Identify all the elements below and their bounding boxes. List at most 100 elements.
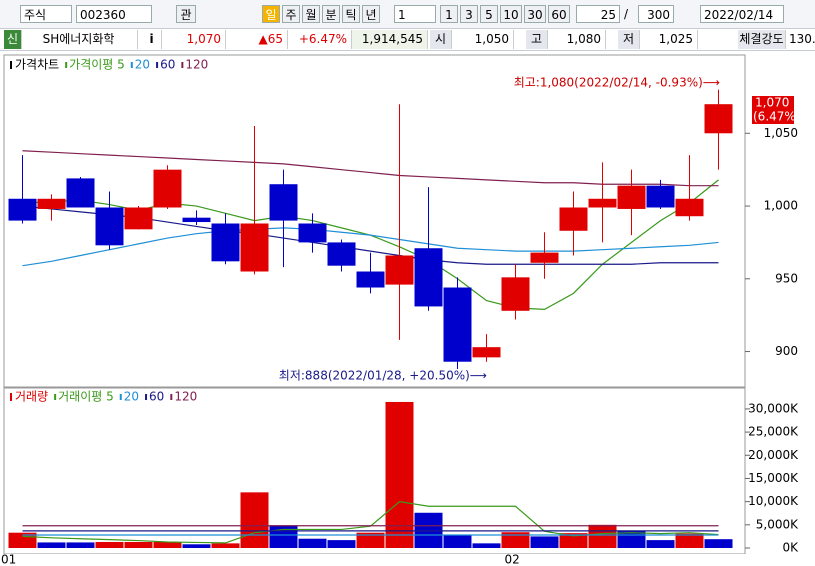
legend-entry: 20	[135, 58, 150, 72]
legend-marker	[119, 394, 122, 400]
legend-entry: 60	[160, 58, 175, 72]
legend-marker	[181, 62, 184, 68]
price-box-label: (6.47%)	[753, 110, 800, 124]
period-button[interactable]: 분	[322, 5, 340, 23]
label: 고	[526, 30, 548, 49]
code-input[interactable]: 002360	[76, 5, 152, 23]
legend-marker	[145, 394, 148, 400]
quick-button[interactable]: 5	[480, 5, 498, 23]
volume-bar	[37, 542, 66, 548]
x-axis	[0, 554, 815, 566]
y-tick-label: 10,000K	[748, 494, 799, 508]
volume-bar	[211, 543, 240, 548]
tag: 신	[4, 30, 22, 49]
candle-body	[124, 207, 153, 230]
candle-body	[704, 104, 733, 134]
date-input[interactable]: 2022/02/14	[700, 5, 784, 23]
price: 1,070	[168, 30, 226, 49]
candle-body	[675, 198, 704, 217]
y-tick-label: 30,000K	[748, 401, 799, 415]
volume-panel	[3, 387, 746, 555]
candle-body	[327, 242, 356, 266]
period-button[interactable]: 틱	[342, 5, 360, 23]
volume-bar	[443, 535, 472, 548]
quick-button[interactable]: 30	[524, 5, 546, 23]
legend-marker	[156, 62, 159, 68]
watch-button[interactable]: 관	[176, 5, 196, 23]
y-tick-label: 15,000K	[748, 471, 799, 485]
candle-body	[501, 277, 530, 311]
candle-body	[385, 255, 414, 285]
volume-bar	[472, 543, 501, 548]
quick-button[interactable]: 1	[440, 5, 458, 23]
candle-body	[269, 184, 298, 221]
change: ▲65	[226, 30, 288, 49]
quick-button[interactable]: 3	[460, 5, 478, 23]
y-tick-label: 1,000	[764, 199, 798, 213]
candle-body	[443, 287, 472, 362]
candle-body	[8, 198, 37, 221]
candle-body	[472, 347, 501, 358]
count-input[interactable]: 25	[576, 5, 620, 23]
ma-line	[22, 227, 719, 267]
legend-entry: 120	[174, 390, 197, 404]
volume-bar	[704, 539, 733, 548]
info-button[interactable]: i	[146, 30, 162, 49]
volume-bar	[124, 541, 153, 548]
open: 1,050	[452, 30, 514, 49]
y-tick-label: 0K	[782, 541, 799, 555]
y-tick-label: 1,050	[764, 126, 798, 140]
candle-body	[559, 207, 588, 231]
volume-bar	[675, 533, 704, 548]
candle-body	[211, 223, 240, 262]
candle-body	[240, 223, 269, 272]
volume-bar	[617, 531, 646, 548]
volume-bar	[588, 524, 617, 548]
volume-bar	[298, 538, 327, 548]
price-box	[752, 96, 794, 124]
label: 체결강도	[738, 30, 786, 49]
volume-bar	[95, 541, 124, 548]
legend-marker	[65, 62, 68, 68]
volume-bar	[559, 533, 588, 548]
candle-body	[37, 198, 66, 209]
unit-select[interactable]: 1	[394, 5, 436, 23]
volume: 1,914,545	[352, 30, 428, 49]
candle-body	[617, 185, 646, 209]
separator: /	[624, 7, 629, 21]
y-tick-label: 5,000K	[756, 517, 799, 531]
legend-marker	[170, 394, 173, 400]
y-tick-label: 950	[775, 271, 798, 285]
candle-body	[356, 271, 385, 288]
strength: 130.8	[789, 32, 815, 46]
legend-entry: 거래이평 5	[58, 390, 114, 404]
legend-marker	[10, 61, 12, 69]
volume-bar	[501, 532, 530, 548]
period-button[interactable]: 주	[282, 5, 300, 23]
volume-bar	[66, 542, 95, 548]
period-button[interactable]: 일	[262, 5, 280, 23]
legend-entry: 120	[185, 58, 208, 72]
y-tick-label: 25,000K	[748, 425, 799, 439]
quick-button[interactable]: 60	[548, 5, 570, 23]
annotation: 최저:888(2022/01/28, +20.50%)⟶	[279, 369, 487, 383]
market-select[interactable]: 주식	[20, 5, 72, 23]
volume-bar	[530, 536, 559, 548]
volume-bar	[327, 540, 356, 548]
volume-bar	[385, 401, 414, 548]
period-button[interactable]: 년	[362, 5, 380, 23]
volume-bar	[646, 540, 675, 548]
quick-button[interactable]: 10	[500, 5, 522, 23]
low: 1,025	[640, 30, 698, 49]
period-button[interactable]: 월	[302, 5, 320, 23]
annotation: 최고:1,080(2022/02/14, -0.93%)⟶	[514, 76, 720, 90]
high: 1,080	[548, 30, 606, 49]
total-input[interactable]: 300	[638, 5, 674, 23]
legend-entry: 가격이평 5	[69, 58, 125, 72]
candle-body	[95, 207, 124, 246]
legend-entry: 20	[124, 390, 139, 404]
price-box-label: 1,070	[755, 96, 789, 110]
rate: +6.47%	[288, 30, 352, 49]
y-tick-label: 900	[775, 344, 798, 358]
candle-body	[153, 169, 182, 208]
